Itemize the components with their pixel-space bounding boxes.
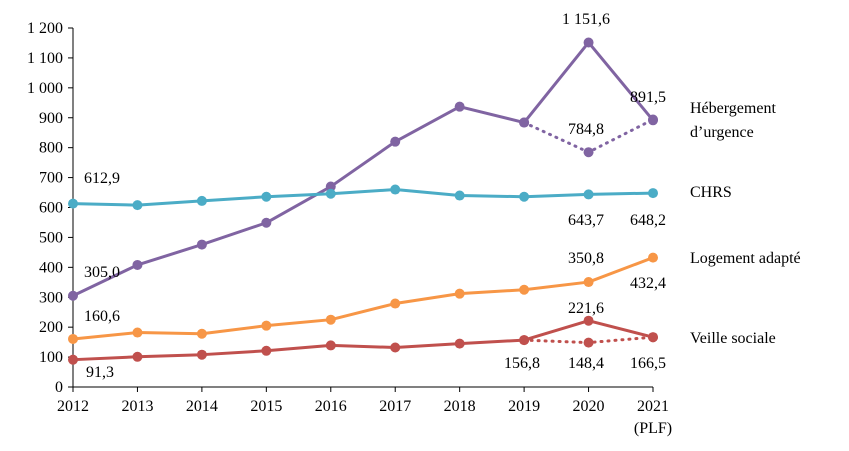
x-tick-label: 2019 <box>508 398 540 415</box>
series-point <box>68 198 78 209</box>
data-label: 612,9 <box>84 170 120 187</box>
x-tick-label: 2012 <box>57 398 89 415</box>
series-line <box>72 188 654 207</box>
y-tick-label: 600 <box>39 200 63 217</box>
y-tick-label: 900 <box>39 110 63 127</box>
series-point <box>519 191 530 202</box>
series-point <box>583 37 594 48</box>
series-point <box>519 335 530 346</box>
data-label: 166,5 <box>630 355 666 372</box>
data-label: 305,0 <box>84 264 120 281</box>
data-label: 160,6 <box>84 308 120 325</box>
series-points <box>68 37 658 365</box>
series-point <box>583 189 594 200</box>
series-point <box>454 288 465 299</box>
legend-label: Logement adapté <box>690 250 801 267</box>
series-point <box>132 200 143 211</box>
series-point <box>261 217 272 228</box>
x-tick-label: 2014 <box>186 398 218 415</box>
data-label: 648,2 <box>630 212 666 229</box>
series-line <box>72 40 655 298</box>
series-point <box>390 184 401 195</box>
series-alt-point <box>583 337 594 348</box>
series-point <box>68 354 78 365</box>
series-point <box>68 290 78 301</box>
series-point <box>648 188 658 199</box>
legend-label: CHRS <box>690 184 732 201</box>
series-point <box>68 333 78 344</box>
data-label: 350,8 <box>568 250 604 267</box>
series-point <box>454 190 465 201</box>
data-label: 91,3 <box>86 364 114 381</box>
series-point <box>261 345 272 356</box>
series-point <box>261 191 272 202</box>
x-tick-sublabel: (PLF) <box>634 420 672 437</box>
y-tick-label: 100 <box>39 349 63 366</box>
y-tick-label: 400 <box>39 259 63 276</box>
x-tick-label: 2018 <box>444 398 476 415</box>
series-point <box>648 115 658 126</box>
series-lines <box>72 40 655 362</box>
series-point <box>519 117 530 128</box>
x-tick-label: 2016 <box>315 398 347 415</box>
series-point <box>519 284 530 295</box>
legend-label: Hébergement <box>690 100 776 117</box>
x-tick-label: 2015 <box>250 398 282 415</box>
y-tick-label: 800 <box>39 140 63 157</box>
data-label: 148,4 <box>568 355 604 372</box>
series-point <box>454 101 465 112</box>
series-point <box>325 314 336 325</box>
axes: 0 100 200 300 400 500 600 700 800 900 1 000 1 100 1 … <box>27 20 672 437</box>
data-label: 891,5 <box>630 89 666 106</box>
x-tick-label: 2017 <box>379 398 411 415</box>
x-tick-label: 2013 <box>121 398 153 415</box>
series-point <box>583 315 594 326</box>
series-point <box>132 259 143 270</box>
legend-label: d’urgence <box>690 124 754 141</box>
series-point <box>196 328 207 339</box>
data-label: 1 151,6 <box>562 11 610 28</box>
series-line <box>72 256 654 341</box>
y-tick-label: 1 100 <box>27 50 63 67</box>
x-tick-label: 2020 <box>573 398 605 415</box>
series-point <box>325 181 336 192</box>
series-point <box>196 195 207 206</box>
y-tick-label: 0 <box>55 379 63 396</box>
series-point <box>648 252 658 263</box>
y-tick-label: 300 <box>39 289 63 306</box>
series-point <box>196 349 207 360</box>
series-line <box>72 319 654 362</box>
y-tick-label: 500 <box>39 229 63 246</box>
legend-label: Veille sociale <box>690 330 776 347</box>
series-point <box>132 327 143 338</box>
data-label: 432,4 <box>630 275 666 292</box>
y-tick-label: 1 000 <box>27 80 63 97</box>
y-tick-label: 1 200 <box>27 20 63 37</box>
series-point <box>325 340 336 351</box>
data-label: 643,7 <box>568 212 604 229</box>
data-label: 156,8 <box>504 355 540 372</box>
series-alt-point <box>583 147 594 158</box>
series-point <box>132 351 143 362</box>
series-point <box>261 320 272 331</box>
series-point <box>390 298 401 309</box>
series-point <box>196 239 207 250</box>
data-label: 221,6 <box>568 300 604 317</box>
series-point <box>390 342 401 353</box>
series-point <box>454 338 465 349</box>
series-point <box>390 136 401 147</box>
series-point <box>648 332 658 343</box>
y-tick-label: 200 <box>39 319 63 336</box>
data-labels: 305,0 1 151,6 891,5 784,8 612,9 643,7 648,2 160… <box>84 11 666 381</box>
x-tick-label: 2021 <box>637 398 669 415</box>
series-point <box>583 277 594 288</box>
data-label: 784,8 <box>568 121 604 138</box>
series-point <box>325 188 336 199</box>
legend: Hébergement d’urgence CHRS Logement adapté V… <box>690 100 801 347</box>
y-tick-label: 700 <box>39 170 63 187</box>
